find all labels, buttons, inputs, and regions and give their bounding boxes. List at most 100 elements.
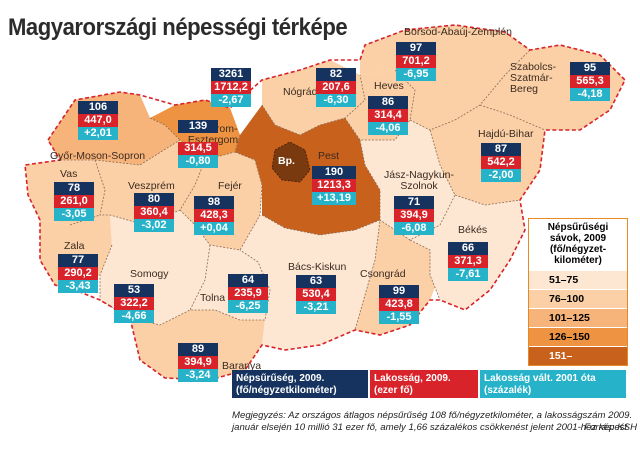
population-value: 360,4	[134, 206, 174, 219]
population-value: 701,2	[396, 55, 436, 68]
change-value: -6,95	[396, 68, 436, 81]
population-value: 261,0	[54, 195, 94, 208]
county-name-bacs: Bács-Kiskun	[288, 261, 347, 273]
county-name-heves: Heves	[374, 80, 404, 92]
population-value: 322,2	[114, 297, 154, 310]
change-value: -3,43	[58, 280, 98, 293]
data-box-tolna: 64 235,9 -6,25	[228, 274, 268, 313]
population-value: 314,5	[178, 142, 218, 155]
data-box-gyor: 106 447,0 +2,01	[78, 101, 118, 140]
population-value: 1712,2	[211, 81, 251, 94]
density-value: 106	[78, 101, 118, 114]
density-value: 64	[228, 274, 268, 287]
county-name-baranya: Baranya	[222, 360, 262, 372]
density-value: 3261	[211, 68, 251, 81]
data-box-borsod: 97 701,2 -6,95	[396, 42, 436, 81]
footnote-text: Megjegyzés: Az országos átlagos népsűrűs…	[232, 410, 633, 433]
county-name-fejer: Fejér	[218, 180, 242, 192]
density-scale-legend: Népsűrűségi sávok, 2009 (fő/négyzet-kilo…	[528, 218, 628, 366]
change-value: +0,04	[194, 222, 234, 235]
population-value: 235,9	[228, 287, 268, 300]
density-value: 86	[368, 96, 408, 109]
population-value: 1213,3	[312, 179, 356, 192]
county-name-borsod: Borsod-Abaúj-Zemplén	[404, 26, 512, 38]
data-box-baranya: 89 394,9 -3,24	[178, 343, 218, 382]
county-budapest[interactable]	[272, 142, 310, 182]
data-box-bekes: 66 371,3 -7,61	[448, 242, 488, 281]
county-name-budapest: Bp.	[278, 155, 295, 167]
change-value: -2,67	[211, 94, 251, 107]
density-value: 80	[134, 193, 174, 206]
legend-change: Lakosság vált. 2001 óta (százalék)	[480, 370, 626, 398]
data-box-heves: 86 314,4 -4,06	[368, 96, 408, 135]
density-value: 89	[178, 343, 218, 356]
population-value: 207,6	[316, 81, 356, 94]
population-value: 565,3	[570, 75, 610, 88]
density-value: 78	[54, 182, 94, 195]
legend-population: Lakosság, 2009. (ezer fő)	[370, 370, 478, 398]
data-box-zala: 77 290,2 -3,43	[58, 254, 98, 293]
change-value: -1,55	[379, 311, 419, 324]
source-text: Forrás: KSH	[584, 421, 637, 433]
density-value: 53	[114, 284, 154, 297]
data-box-nograd: 82 207,6 -6,30	[316, 68, 356, 107]
legend-density: Népsűrűség, 2009. (fő/négyzetkilométer)	[232, 370, 368, 398]
density-value: 77	[58, 254, 98, 267]
scale-item: 151–	[529, 346, 627, 365]
county-name-csongrad: Csongrád	[360, 268, 406, 280]
population-value: 290,2	[58, 267, 98, 280]
density-value: 190	[312, 166, 356, 179]
data-box-pest: 190 1213,3 +13,19	[312, 166, 356, 205]
data-box-budapest: 3261 1712,2 -2,67	[211, 68, 251, 107]
county-name-szabolcs: Szabolcs-Szatmár-Bereg	[510, 61, 557, 95]
county-name-bekes: Békés	[458, 224, 488, 236]
country-border	[24, 24, 626, 381]
county-name-veszprem: Veszprém	[128, 180, 175, 192]
footnote: Megjegyzés: Az országos átlagos népsűrűs…	[232, 410, 637, 433]
data-box-szabolcs: 95 565,3 -4,18	[570, 62, 610, 101]
data-box-jasz: 71 394,9 -6,08	[394, 196, 434, 235]
population-value: 394,9	[394, 209, 434, 222]
density-value: 71	[394, 196, 434, 209]
change-value: +13,19	[312, 192, 356, 205]
change-value: -4,18	[570, 88, 610, 101]
density-value: 98	[194, 196, 234, 209]
change-value: -6,08	[394, 222, 434, 235]
scale-item: 51–75	[529, 270, 627, 289]
county-name-pest: Pest	[318, 150, 340, 162]
density-value: 87	[481, 143, 521, 156]
population-value: 394,9	[178, 356, 218, 369]
change-value: -2,00	[481, 169, 521, 182]
change-value: -3,21	[296, 301, 336, 314]
data-box-komarom: 139 314,5 -0,80	[178, 120, 218, 168]
change-value: -3,24	[178, 369, 218, 382]
change-value: -4,66	[114, 310, 154, 323]
county-name-zala: Zala	[64, 240, 85, 252]
data-box-fejer: 98 428,3 +0,04	[194, 196, 234, 235]
density-value: 95	[570, 62, 610, 75]
population-value: 314,4	[368, 109, 408, 122]
data-box-bacs: 63 530,4 -3,21	[296, 275, 336, 314]
change-value: -4,06	[368, 122, 408, 135]
county-name-hajdu: Hajdú-Bihar	[478, 128, 534, 140]
density-value: 139	[178, 120, 218, 133]
data-box-veszprem: 80 360,4 -3,02	[134, 193, 174, 232]
county-name-tolna: Tolna	[200, 292, 226, 304]
map-title: Magyarországi népességi térképe	[8, 14, 348, 41]
density-value: 82	[316, 68, 356, 81]
change-value: -3,02	[134, 219, 174, 232]
change-value: -6,30	[316, 94, 356, 107]
county-name-gyor: Győr-Moson-Sopron	[50, 150, 146, 162]
county-name-somogy: Somogy	[130, 268, 169, 280]
scale-item: 101–125	[529, 308, 627, 327]
data-box-csongrad: 99 423,8 -1,55	[379, 285, 419, 324]
change-value: -0,80	[178, 155, 218, 168]
change-value: -3,05	[54, 208, 94, 221]
population-value: 371,3	[448, 255, 488, 268]
population-value: 423,8	[379, 298, 419, 311]
county-veszprem[interactable]	[95, 140, 205, 225]
scale-item: 76–100	[529, 289, 627, 308]
data-box-vas: 78 261,0 -3,05	[54, 182, 94, 221]
density-value: 97	[396, 42, 436, 55]
population-value: 447,0	[78, 114, 118, 127]
